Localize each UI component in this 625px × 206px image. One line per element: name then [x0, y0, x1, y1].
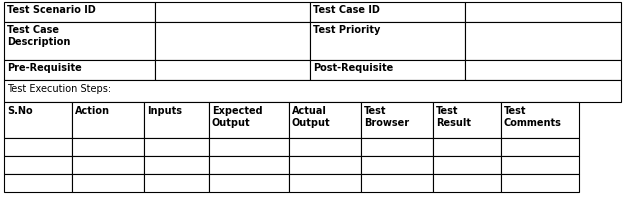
Bar [289, 138, 361, 156]
Text: S.No: S.No [7, 106, 32, 116]
Bar [289, 102, 361, 138]
Bar [209, 102, 289, 138]
Bar [4, 80, 621, 102]
Bar [361, 102, 433, 138]
Bar [4, 174, 72, 192]
Text: Test Case ID: Test Case ID [313, 5, 380, 15]
Text: Test Priority: Test Priority [313, 25, 381, 35]
Bar [72, 138, 144, 156]
Bar [501, 138, 579, 156]
Text: Post-Requisite: Post-Requisite [313, 63, 393, 73]
Text: Test Scenario ID: Test Scenario ID [7, 5, 96, 15]
Bar [144, 156, 209, 174]
Bar [289, 156, 361, 174]
Bar [209, 156, 289, 174]
Bar [501, 174, 579, 192]
Bar [209, 138, 289, 156]
Bar [361, 174, 433, 192]
Bar [501, 156, 579, 174]
Bar [155, 60, 310, 80]
Bar [4, 22, 155, 60]
Text: Test
Comments: Test Comments [504, 106, 562, 128]
Bar [4, 138, 72, 156]
Bar [433, 138, 501, 156]
Bar [4, 60, 155, 80]
Bar [289, 174, 361, 192]
Bar [4, 2, 155, 22]
Bar [144, 174, 209, 192]
Bar [361, 156, 433, 174]
Text: Test Case
Description: Test Case Description [7, 25, 71, 47]
Bar [465, 22, 621, 60]
Bar [310, 2, 465, 22]
Bar [144, 102, 209, 138]
Bar [209, 174, 289, 192]
Text: Test Execution Steps:: Test Execution Steps: [7, 84, 111, 94]
Text: Test
Browser: Test Browser [364, 106, 409, 128]
Text: Inputs: Inputs [147, 106, 182, 116]
Bar [72, 174, 144, 192]
Bar [433, 174, 501, 192]
Text: Expected
Output: Expected Output [212, 106, 262, 128]
Bar [72, 156, 144, 174]
Bar [72, 102, 144, 138]
Text: Pre-Requisite: Pre-Requisite [7, 63, 82, 73]
Bar [310, 60, 465, 80]
Bar [4, 156, 72, 174]
Bar [433, 156, 501, 174]
Text: Test
Result: Test Result [436, 106, 471, 128]
Bar [155, 2, 310, 22]
Bar [310, 22, 465, 60]
Bar [144, 138, 209, 156]
Text: Action: Action [75, 106, 110, 116]
Bar [465, 60, 621, 80]
Bar [155, 22, 310, 60]
Text: Actual
Output: Actual Output [292, 106, 331, 128]
Bar [433, 102, 501, 138]
Bar [501, 102, 579, 138]
Bar [465, 2, 621, 22]
Bar [361, 138, 433, 156]
Bar [4, 102, 72, 138]
